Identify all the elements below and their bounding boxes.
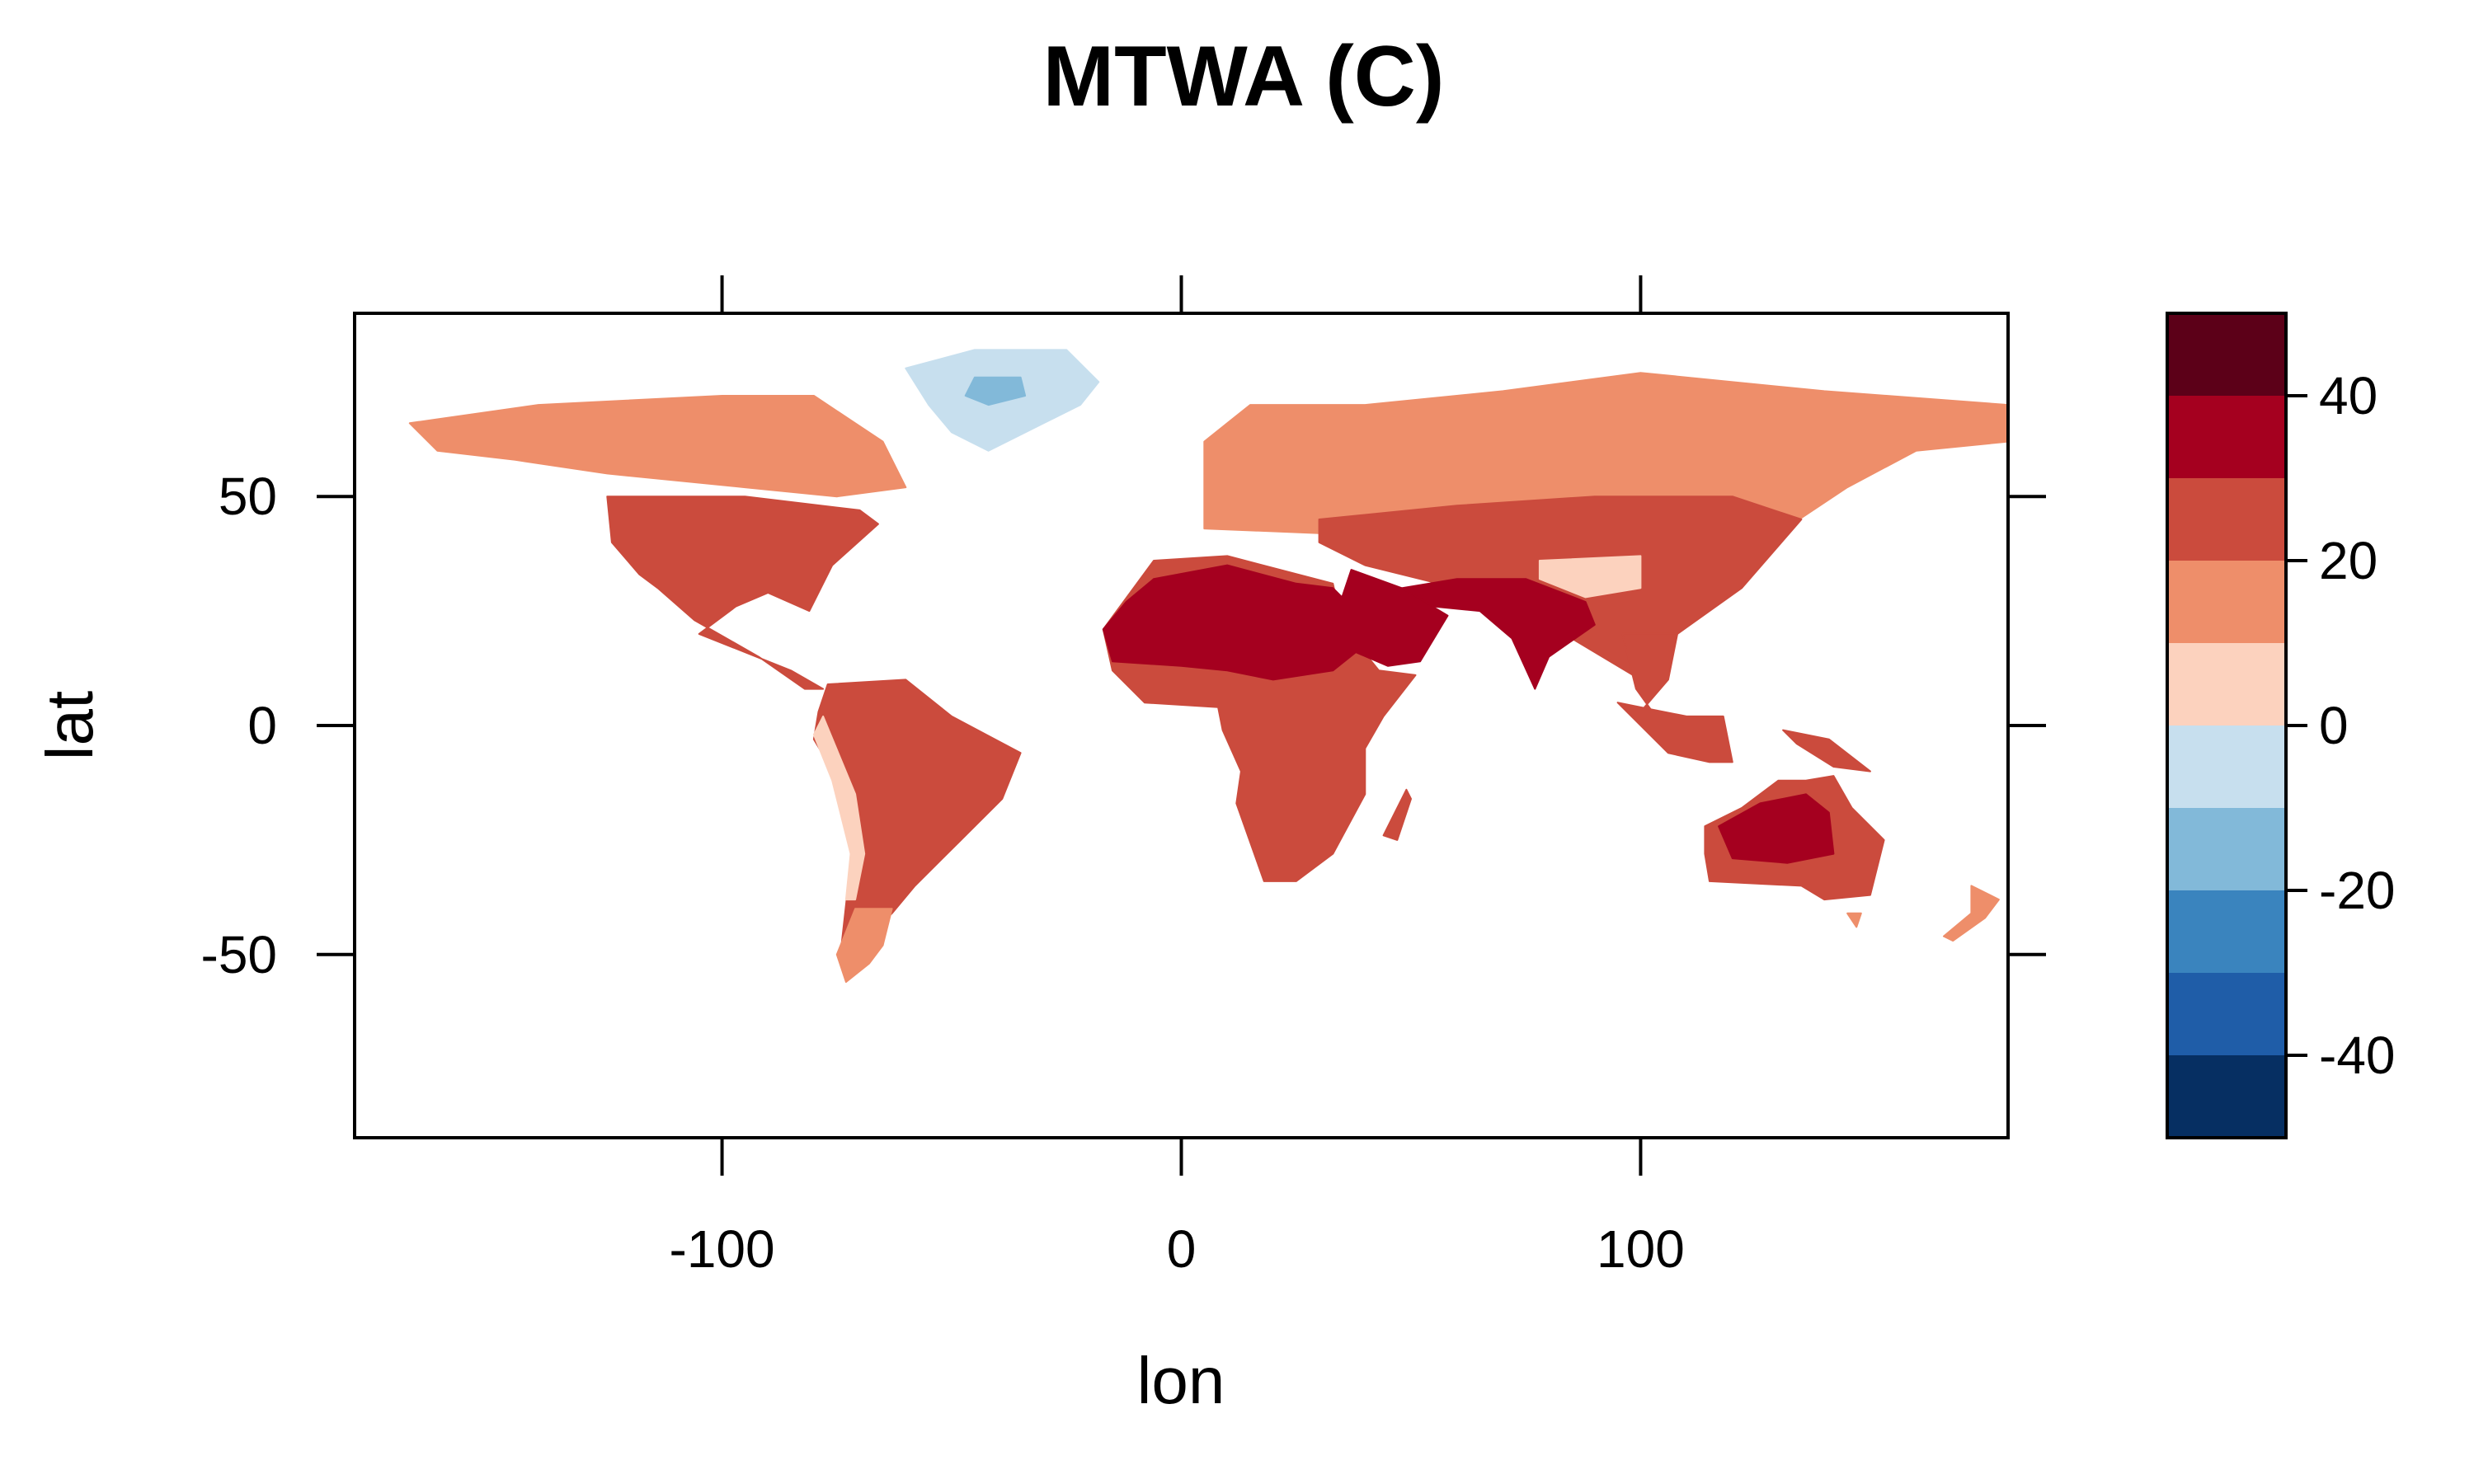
colorbar-tick-label: -20 [2319,861,2396,920]
x-tick-label: 100 [1597,1219,1685,1279]
colorbar-tick-label: -40 [2319,1026,2396,1085]
colorbar-swatch [2167,396,2286,478]
map-region-tasmania [1846,912,1862,928]
colorbar-tick-label: 20 [2319,531,2378,590]
colorbar-tick-label: 0 [2319,696,2349,755]
map-regions [408,349,2009,984]
colorbar-swatch [2167,726,2286,808]
map-region-northern-land-belt [408,395,907,498]
x-axis-title: lon [1137,1344,1225,1417]
map-region-indonesia [1616,702,1733,763]
y-axis: 50 0 -50 [201,467,2046,984]
colorbar-tick-label: 40 [2319,366,2378,425]
colorbar-swatch [2167,313,2286,396]
colorbar-swatch [2167,561,2286,643]
x-tick-label: 0 [1167,1219,1197,1279]
colorbar-swatch [2167,973,2286,1055]
map-region-tibet [1538,555,1642,599]
colorbar-swatch [2167,1055,2286,1138]
map-region-new-guinea [1782,729,1871,773]
map-region-north-america [606,495,879,690]
map-region-india-and-iran [1400,578,1596,690]
colorbar-swatch [2167,643,2286,726]
map-region-new-zealand [1943,885,2000,942]
y-tick-label: 0 [247,696,277,755]
chart-title: MTWA (C) [1042,29,1444,124]
y-axis-title: lat [33,691,106,761]
map-region-greenland-summit [964,376,1027,406]
map-region-andes [812,715,866,901]
x-axis: -100 0 100 [670,275,1685,1279]
map-region-patagonia [835,908,893,984]
colorbar-swatch [2167,478,2286,561]
map-region-madagascar [1382,788,1412,841]
y-tick-label: 50 [219,467,277,526]
colorbar: 40 20 0 -20 -40 [2166,312,2396,1139]
x-tick-label: -100 [670,1219,775,1279]
colorbar-swatch [2167,890,2286,973]
map-region-sahara-and-arabia [1102,564,1449,681]
y-tick-label: -50 [201,925,278,984]
colorbar-swatch [2167,808,2286,890]
map-region-australia-interior [1718,793,1835,864]
